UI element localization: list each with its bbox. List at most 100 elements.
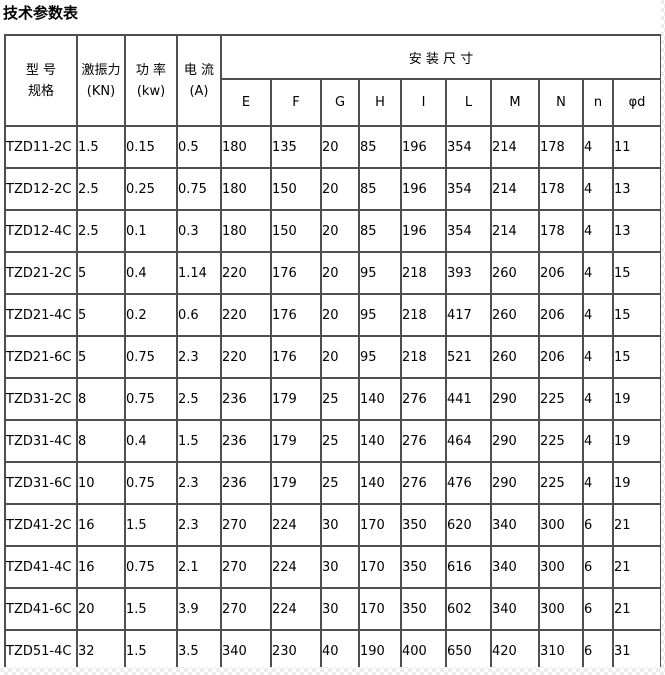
cell-dim-n: 206	[539, 336, 583, 378]
cell-power: 0.15	[125, 126, 177, 168]
cell-dim-l: 616	[446, 546, 491, 588]
cell-power: 0.4	[125, 252, 177, 294]
tech-params-table: 型 号 规格 激振力 (KN) 功 率 (kw) 电 流 (A) 安 装 尺 寸	[4, 34, 661, 667]
table-row: TZD21-2C 5 0.4 1.14 220 176 20 95 218 39…	[5, 252, 661, 294]
cell-dim-f: 135	[271, 126, 321, 168]
header-row-dimension-letters: E F G H I L M N n φd	[5, 79, 661, 126]
col-header-current-line1: 电 流	[183, 62, 215, 78]
cell-dim-e: 270	[221, 504, 271, 546]
page-title: 技术参数表	[3, 4, 79, 22]
cell-dim-i: 350	[401, 546, 446, 588]
table-row: TZD41-6C 20 1.5 3.9 270 224 30 170 350 6…	[5, 588, 661, 630]
col-header-dimension-letter: I	[401, 79, 446, 126]
cell-dim-l: 521	[446, 336, 491, 378]
cell-dim-i: 218	[401, 336, 446, 378]
cell-dim-l: 441	[446, 378, 491, 420]
cell-model: TZD31-2C	[5, 378, 77, 420]
cell-force: 8	[77, 378, 125, 420]
cell-power: 0.2	[125, 294, 177, 336]
cell-dim-f: 179	[271, 462, 321, 504]
cell-dim-n-small: 4	[583, 294, 613, 336]
cell-dim-e: 270	[221, 588, 271, 630]
cell-force: 10	[77, 462, 125, 504]
cell-model: TZD21-4C	[5, 294, 77, 336]
cell-dim-i: 276	[401, 378, 446, 420]
cell-model: TZD21-6C	[5, 336, 77, 378]
cell-dim-n-small: 4	[583, 420, 613, 462]
table-row: TZD11-2C 1.5 0.15 0.5 180 135 20 85 196 …	[5, 126, 661, 168]
cell-model: TZD12-4C	[5, 210, 77, 252]
table-row: TZD51-4C 32 1.5 3.5 340 230 40 190 400 6…	[5, 630, 661, 667]
cell-dim-e: 340	[221, 630, 271, 667]
cell-dim-e: 236	[221, 378, 271, 420]
cell-dim-e: 180	[221, 210, 271, 252]
table-body: TZD11-2C 1.5 0.15 0.5 180 135 20 85 196 …	[5, 126, 661, 667]
col-header-model-line1: 型 号	[25, 62, 57, 78]
cell-current: 0.75	[177, 168, 221, 210]
cell-dim-g: 20	[321, 294, 359, 336]
col-header-dimension-letter: E	[221, 79, 271, 126]
table-row: TZD31-4C 8 0.4 1.5 236 179 25 140 276 46…	[5, 420, 661, 462]
col-header-dimension-letter: H	[359, 79, 401, 126]
cell-dim-f: 224	[271, 546, 321, 588]
cell-dim-h: 170	[359, 546, 401, 588]
cell-dim-f: 224	[271, 588, 321, 630]
table-row: TZD31-6C 10 0.75 2.3 236 179 25 140 276 …	[5, 462, 661, 504]
cell-dim-phi-d: 15	[613, 294, 661, 336]
cell-dim-i: 196	[401, 126, 446, 168]
cell-dim-e: 220	[221, 252, 271, 294]
cell-dim-n: 178	[539, 168, 583, 210]
cell-dim-i: 196	[401, 168, 446, 210]
cell-dim-n: 225	[539, 462, 583, 504]
col-header-force-line1: 激振力	[81, 62, 121, 78]
cell-power: 1.5	[125, 588, 177, 630]
cell-dim-n-small: 4	[583, 462, 613, 504]
cell-current: 3.9	[177, 588, 221, 630]
col-header-model-line2: 规格	[27, 83, 54, 99]
cell-dim-f: 176	[271, 336, 321, 378]
cell-power: 0.1	[125, 210, 177, 252]
cell-power: 0.75	[125, 546, 177, 588]
cell-dim-h: 95	[359, 336, 401, 378]
col-header-current: 电 流 (A)	[177, 35, 221, 126]
cell-dim-i: 400	[401, 630, 446, 667]
cell-current: 2.3	[177, 504, 221, 546]
cell-dim-n-small: 6	[583, 588, 613, 630]
cell-dim-l: 620	[446, 504, 491, 546]
cell-dim-n-small: 4	[583, 336, 613, 378]
cell-dim-g: 25	[321, 420, 359, 462]
cell-dim-h: 190	[359, 630, 401, 667]
cell-dim-f: 176	[271, 294, 321, 336]
cell-dim-phi-d: 13	[613, 168, 661, 210]
cell-model: TZD21-2C	[5, 252, 77, 294]
cell-dim-m: 290	[491, 462, 539, 504]
cell-dim-n: 225	[539, 378, 583, 420]
cell-power: 0.75	[125, 378, 177, 420]
cell-dim-n: 206	[539, 252, 583, 294]
cell-current: 0.3	[177, 210, 221, 252]
cell-dim-h: 85	[359, 126, 401, 168]
cell-dim-l: 476	[446, 462, 491, 504]
cell-dim-i: 350	[401, 588, 446, 630]
cell-power: 0.75	[125, 336, 177, 378]
col-header-dimension-letter: n	[583, 79, 613, 126]
cell-model: TZD31-4C	[5, 420, 77, 462]
col-header-power-line1: 功 率	[135, 62, 167, 78]
cell-dim-phi-d: 15	[613, 336, 661, 378]
cell-model: TZD51-4C	[5, 630, 77, 667]
cell-dim-h: 85	[359, 168, 401, 210]
cell-force: 2.5	[77, 168, 125, 210]
cell-current: 0.5	[177, 126, 221, 168]
cell-dim-n-small: 6	[583, 546, 613, 588]
cell-dim-n: 300	[539, 546, 583, 588]
cell-dim-f: 179	[271, 378, 321, 420]
col-header-dimension-letter: L	[446, 79, 491, 126]
cell-dim-m: 290	[491, 420, 539, 462]
cell-dim-h: 140	[359, 462, 401, 504]
cell-dim-g: 30	[321, 588, 359, 630]
cell-dim-phi-d: 21	[613, 588, 661, 630]
cell-dim-n: 178	[539, 210, 583, 252]
cell-dim-f: 230	[271, 630, 321, 667]
cell-model: TZD11-2C	[5, 126, 77, 168]
cell-model: TZD41-4C	[5, 546, 77, 588]
